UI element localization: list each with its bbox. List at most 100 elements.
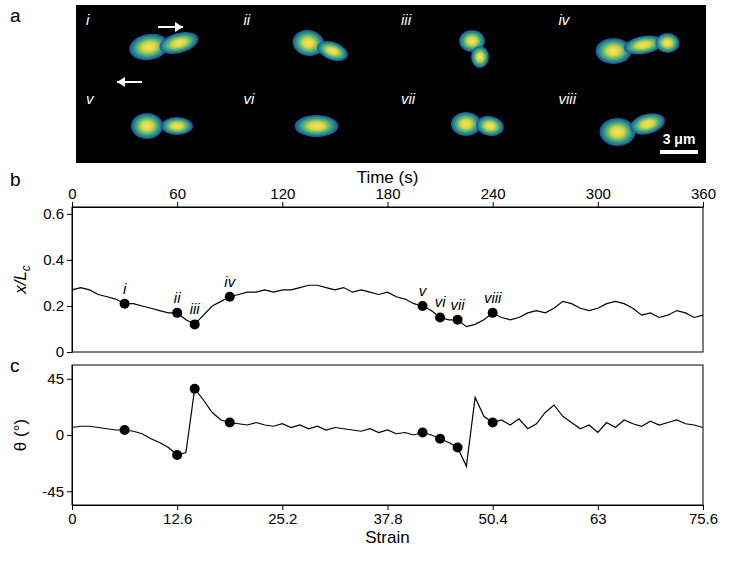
y-axis-title: θ (°) — [11, 419, 30, 451]
tick-label: 63 — [590, 510, 607, 527]
panel-letter: c — [10, 355, 20, 376]
tick-mark — [67, 379, 72, 380]
marker-point — [435, 312, 445, 322]
tick: 0 — [68, 185, 76, 207]
tick-label: 360 — [691, 185, 716, 202]
cell-blob — [628, 110, 668, 139]
tick-label: 12.6 — [163, 510, 192, 527]
marker-point — [172, 450, 182, 460]
marker-point — [418, 428, 428, 438]
frame-label: ii — [244, 11, 251, 28]
tick-label: 0 — [68, 185, 76, 202]
tick: 0.6 — [43, 205, 72, 222]
point-label: iii — [190, 300, 201, 317]
tick: 63 — [590, 505, 607, 527]
point-label: i — [123, 280, 127, 297]
data-line — [72, 285, 703, 326]
panel-b: 0 60 120 180 240 300 360 0 0.2 0.4 0.6 Time (s) x/Lc… — [10, 168, 716, 360]
cell-blob — [656, 33, 680, 53]
tick: 45 — [47, 370, 72, 387]
tick-label: 180 — [375, 185, 400, 202]
tick-label: 120 — [270, 185, 295, 202]
tick-label: 0 — [68, 510, 76, 527]
tick-mark — [67, 352, 72, 353]
marker-point — [453, 315, 463, 325]
marker-point — [120, 425, 130, 435]
tick-label: 0.2 — [43, 297, 64, 314]
cell-blob — [471, 46, 489, 68]
frame-label: iii — [401, 11, 412, 28]
tick-mark — [282, 202, 283, 207]
cell-blob — [600, 118, 636, 146]
tick-mark — [598, 202, 599, 207]
axis-line — [73, 207, 704, 208]
tick-label: 37.8 — [373, 510, 402, 527]
tick: 0 — [56, 343, 72, 360]
x-axis-title: Time (s) — [357, 168, 419, 187]
marker-point — [172, 308, 182, 318]
cell-blob — [161, 117, 193, 135]
marker-point — [120, 299, 130, 309]
x-axis-title: Strain — [365, 528, 409, 547]
y-axis-title: x/Lc — [11, 265, 33, 295]
panel-letter: a — [10, 5, 21, 26]
marker-point — [488, 308, 498, 318]
tick: 0 — [68, 505, 76, 527]
tick: 240 — [481, 185, 506, 207]
tick-mark — [67, 214, 72, 215]
tick: 0.4 — [43, 251, 72, 268]
figure: aiiiiiiivvviviiviii3 μm06012018024030036… — [0, 0, 750, 561]
tick-mark — [703, 202, 704, 207]
tick-label: 0 — [56, 426, 64, 443]
scale-bar — [660, 150, 698, 154]
point-label: vii — [451, 296, 466, 313]
y-axis: -45 0 45 — [42, 366, 72, 506]
image-background — [76, 5, 706, 163]
tick: 12.6 — [163, 505, 192, 527]
point-label: iv — [224, 273, 236, 290]
point-label: ii — [174, 289, 181, 306]
y-axis: 0 0.2 0.4 0.6 — [43, 205, 72, 360]
marker-point — [190, 384, 200, 394]
marker-point — [190, 319, 200, 329]
tick: 300 — [586, 185, 611, 207]
x-axis: 012.625.237.850.46375.6 — [68, 505, 718, 527]
tick: 360 — [691, 185, 716, 207]
scale-bar-label: 3 μm — [663, 131, 696, 147]
tick-mark — [67, 435, 72, 436]
cell-blob — [131, 113, 163, 139]
point-label: vi — [435, 293, 447, 310]
x-axis: 0 60 120 180 240 300 360 — [68, 185, 716, 208]
marker-point — [225, 292, 235, 302]
tick: -45 — [42, 483, 72, 500]
cell-blob — [295, 115, 339, 137]
marker-point — [453, 443, 463, 453]
tick-mark — [177, 202, 178, 207]
tick-label: -45 — [42, 483, 64, 500]
tick-label: 25.2 — [268, 510, 297, 527]
tick: 0.2 — [43, 297, 72, 314]
marker-point — [418, 301, 428, 311]
tick-label: 0.6 — [43, 205, 64, 222]
tick: 37.8 — [373, 505, 402, 527]
arrow-head — [175, 22, 183, 32]
cell-blob — [314, 37, 350, 65]
tick-mark — [72, 202, 73, 207]
tick: 120 — [270, 185, 295, 207]
tick-label: 240 — [481, 185, 506, 202]
tick-mark — [67, 491, 72, 492]
tick-label: 45 — [47, 370, 64, 387]
plot-area — [72, 285, 703, 329]
frame-label: iv — [559, 11, 571, 28]
tick: 60 — [169, 185, 186, 207]
frame-label: i — [86, 11, 90, 28]
axis-line — [72, 208, 73, 353]
tick-label: 0.4 — [43, 251, 64, 268]
frame-label: vi — [244, 90, 256, 107]
tick-label: 50.4 — [479, 510, 508, 527]
tick-label: 0 — [56, 343, 64, 360]
plot-area — [72, 384, 703, 467]
frame-label: v — [86, 90, 95, 107]
plot-frame — [72, 207, 703, 352]
tick: 0 — [56, 426, 72, 443]
